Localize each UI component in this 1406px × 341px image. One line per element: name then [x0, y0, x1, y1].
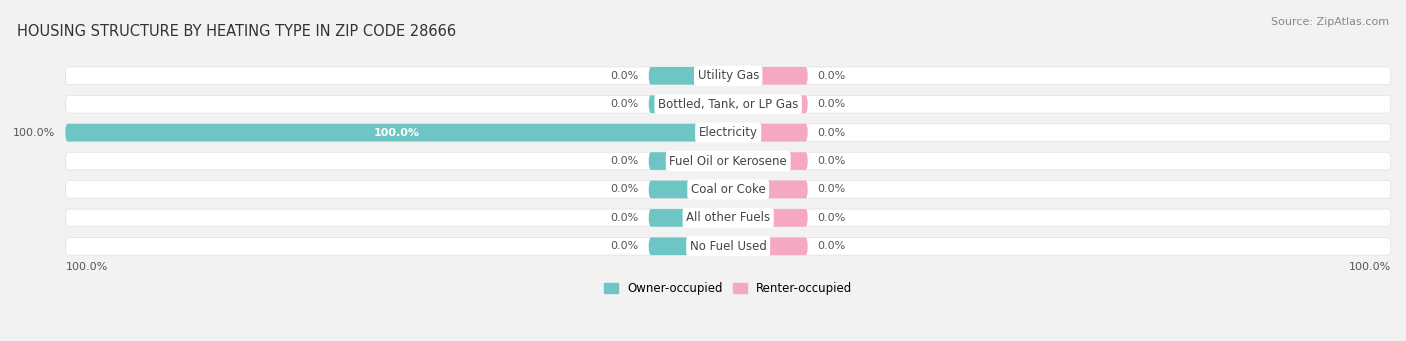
- FancyBboxPatch shape: [66, 152, 1391, 170]
- Text: 0.0%: 0.0%: [818, 184, 846, 194]
- FancyBboxPatch shape: [66, 124, 728, 142]
- Text: 0.0%: 0.0%: [610, 241, 638, 251]
- Text: 100.0%: 100.0%: [66, 262, 108, 272]
- FancyBboxPatch shape: [728, 124, 807, 142]
- Text: 0.0%: 0.0%: [818, 99, 846, 109]
- Text: 0.0%: 0.0%: [610, 184, 638, 194]
- FancyBboxPatch shape: [648, 209, 728, 227]
- FancyBboxPatch shape: [728, 152, 807, 170]
- Text: 0.0%: 0.0%: [818, 128, 846, 138]
- Text: 0.0%: 0.0%: [818, 71, 846, 81]
- Legend: Owner-occupied, Renter-occupied: Owner-occupied, Renter-occupied: [599, 277, 858, 300]
- Text: 0.0%: 0.0%: [610, 99, 638, 109]
- FancyBboxPatch shape: [728, 237, 807, 255]
- Text: Bottled, Tank, or LP Gas: Bottled, Tank, or LP Gas: [658, 98, 799, 111]
- FancyBboxPatch shape: [728, 67, 807, 85]
- FancyBboxPatch shape: [66, 209, 1391, 227]
- FancyBboxPatch shape: [66, 237, 1391, 255]
- Text: 100.0%: 100.0%: [1348, 262, 1391, 272]
- FancyBboxPatch shape: [66, 124, 1391, 142]
- Text: No Fuel Used: No Fuel Used: [690, 240, 766, 253]
- Text: Fuel Oil or Kerosene: Fuel Oil or Kerosene: [669, 154, 787, 167]
- FancyBboxPatch shape: [648, 95, 728, 113]
- Text: HOUSING STRUCTURE BY HEATING TYPE IN ZIP CODE 28666: HOUSING STRUCTURE BY HEATING TYPE IN ZIP…: [17, 24, 456, 39]
- FancyBboxPatch shape: [648, 181, 728, 198]
- FancyBboxPatch shape: [648, 237, 728, 255]
- Text: 100.0%: 100.0%: [13, 128, 55, 138]
- FancyBboxPatch shape: [728, 95, 807, 113]
- Text: 0.0%: 0.0%: [818, 241, 846, 251]
- Text: Source: ZipAtlas.com: Source: ZipAtlas.com: [1271, 17, 1389, 27]
- FancyBboxPatch shape: [648, 67, 728, 85]
- Text: 0.0%: 0.0%: [818, 213, 846, 223]
- Text: Electricity: Electricity: [699, 126, 758, 139]
- Text: Coal or Coke: Coal or Coke: [690, 183, 766, 196]
- Text: 0.0%: 0.0%: [610, 213, 638, 223]
- FancyBboxPatch shape: [728, 181, 807, 198]
- Text: Utility Gas: Utility Gas: [697, 69, 759, 82]
- FancyBboxPatch shape: [728, 209, 807, 227]
- FancyBboxPatch shape: [66, 181, 1391, 198]
- Text: 100.0%: 100.0%: [374, 128, 420, 138]
- Text: 0.0%: 0.0%: [610, 156, 638, 166]
- FancyBboxPatch shape: [66, 67, 1391, 85]
- Text: All other Fuels: All other Fuels: [686, 211, 770, 224]
- FancyBboxPatch shape: [648, 152, 728, 170]
- FancyBboxPatch shape: [66, 95, 1391, 113]
- Text: 0.0%: 0.0%: [610, 71, 638, 81]
- Text: 0.0%: 0.0%: [818, 156, 846, 166]
